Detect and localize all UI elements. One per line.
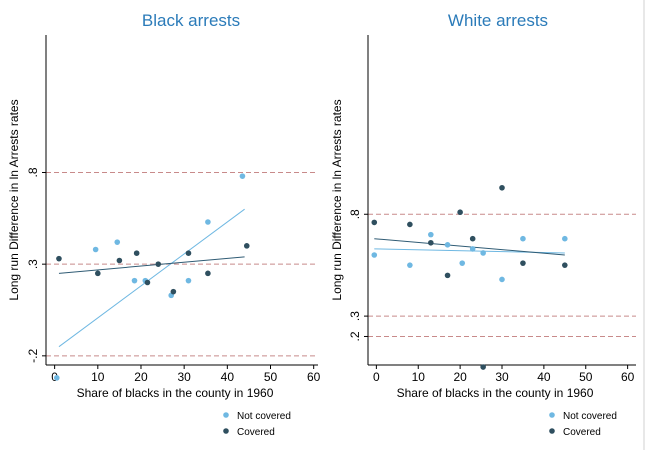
legend-marker-covered bbox=[223, 428, 229, 434]
point-not-covered bbox=[459, 260, 466, 266]
x-axis-title: Share of blacks in the county in 1960 bbox=[397, 386, 594, 400]
legend-marker-not-covered bbox=[223, 412, 229, 418]
legend-marker-covered bbox=[549, 428, 555, 434]
point-not-covered bbox=[444, 242, 451, 248]
point-not-covered bbox=[92, 246, 99, 253]
point-covered bbox=[480, 364, 486, 370]
x-tick-label: 10 bbox=[91, 370, 105, 384]
fit-line-covered bbox=[374, 238, 565, 256]
point-covered bbox=[243, 243, 250, 249]
y-axis-title: Long run Difference in ln Arrests rates bbox=[330, 99, 344, 300]
point-covered bbox=[95, 270, 101, 277]
y-tick-label: -.2 bbox=[26, 349, 40, 363]
x-tick-label: 40 bbox=[537, 370, 551, 384]
x-tick-label: 60 bbox=[307, 370, 321, 384]
y-tick-label: .8 bbox=[348, 209, 362, 219]
x-tick-label: 20 bbox=[453, 370, 467, 384]
point-covered bbox=[457, 209, 463, 216]
point-not-covered bbox=[131, 277, 138, 284]
point-covered bbox=[56, 255, 62, 262]
point-covered bbox=[520, 260, 526, 266]
point-not-covered bbox=[407, 262, 413, 268]
y-tick-label: .2 bbox=[348, 331, 362, 341]
x-tick-label: 30 bbox=[495, 370, 509, 384]
point-covered bbox=[205, 270, 211, 277]
x-axis-title: Share of blacks in the county in 1960 bbox=[77, 386, 274, 400]
point-covered bbox=[155, 261, 162, 267]
point-not-covered bbox=[499, 276, 505, 283]
y-tick-label: .8 bbox=[26, 167, 40, 177]
x-tick-label: 0 bbox=[373, 370, 380, 384]
x-tick-label: 40 bbox=[221, 370, 235, 384]
legend: Not covered Covered bbox=[549, 411, 617, 438]
point-not-covered bbox=[480, 250, 486, 256]
point-not-covered bbox=[205, 219, 211, 225]
point-not-covered bbox=[114, 239, 121, 245]
y-tick-label: .3 bbox=[26, 259, 40, 269]
legend-label-covered: Covered bbox=[237, 427, 275, 438]
point-not-covered bbox=[53, 375, 60, 381]
x-tick-label: 20 bbox=[134, 370, 148, 384]
point-not-covered bbox=[371, 252, 378, 258]
chart-title: Black arrests bbox=[142, 11, 240, 30]
fit-line-covered bbox=[58, 256, 245, 274]
point-covered bbox=[562, 262, 568, 268]
legend-marker-not-covered bbox=[549, 412, 555, 418]
point-covered bbox=[407, 221, 413, 228]
point-not-covered bbox=[520, 235, 526, 242]
point-covered bbox=[444, 272, 451, 279]
point-covered bbox=[469, 235, 476, 242]
x-tick-label: 30 bbox=[177, 370, 191, 384]
point-covered bbox=[116, 257, 123, 264]
point-not-covered bbox=[562, 235, 568, 242]
point-not-covered bbox=[239, 173, 246, 179]
chart-title: White arrests bbox=[448, 11, 548, 30]
x-tick-label: 60 bbox=[621, 370, 635, 384]
x-tick-label: 10 bbox=[412, 370, 426, 384]
point-not-covered bbox=[185, 277, 192, 284]
point-covered bbox=[133, 250, 140, 256]
point-not-covered bbox=[469, 246, 476, 252]
point-covered bbox=[170, 288, 177, 295]
point-covered bbox=[428, 239, 434, 246]
legend-label-covered: Covered bbox=[563, 427, 601, 438]
legend: Not covered Covered bbox=[223, 411, 291, 438]
legend-label-not-covered: Not covered bbox=[563, 411, 617, 422]
y-axis-title: Long run Difference in ln Arrests rates bbox=[7, 99, 21, 300]
point-not-covered bbox=[428, 231, 434, 238]
point-covered bbox=[185, 250, 192, 256]
legend-label-not-covered: Not covered bbox=[237, 411, 291, 422]
y-tick-label: .3 bbox=[348, 311, 362, 321]
panels: Black arrests 0 10 20 30 40 50 60 -.2 .3 .8 Share o… bbox=[7, 0, 645, 450]
point-covered bbox=[499, 184, 505, 191]
point-covered bbox=[144, 279, 151, 286]
point-covered bbox=[371, 219, 378, 226]
chart-panel-2: White arrests 0 10 20 30 40 50 60 .2 .3 .8 Share of… bbox=[330, 11, 636, 438]
x-tick-label: 50 bbox=[264, 370, 278, 384]
fit-line-not-covered bbox=[58, 208, 245, 348]
x-tick-label: 50 bbox=[579, 370, 593, 384]
